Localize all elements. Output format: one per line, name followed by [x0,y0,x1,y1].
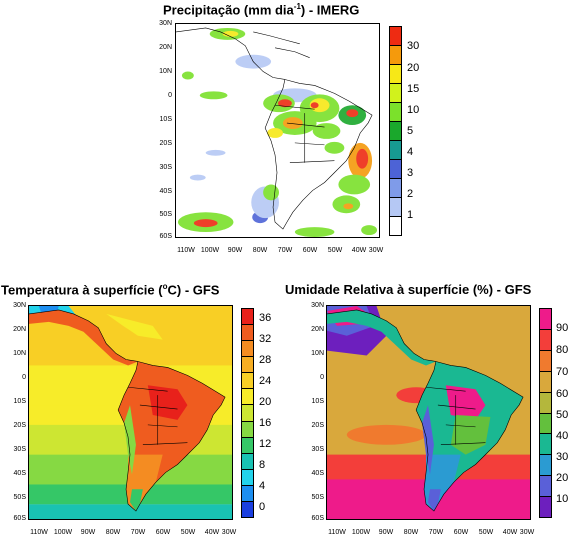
precip-colorbar-swatch [390,160,401,179]
precip-map [175,23,380,238]
precip-field [176,27,378,237]
precip-colorbar-swatch [390,179,401,198]
temp-colorbar-swatch [242,405,253,422]
temp-colorbar [241,308,254,518]
rh-colorbar-swatch [540,392,551,414]
rh-colorbar-swatch [540,350,551,372]
rh-colorbar-swatch [540,329,551,351]
precip-colorbar-swatch [390,84,401,103]
precip-colorbar-swatch [390,141,401,160]
temp-title: Temperatura à superfície (oC) - GFS [1,282,220,298]
rh-field [327,306,530,519]
rh-colorbar-swatch [540,434,551,456]
rh-colorbar-swatch [540,413,551,435]
rh-colorbar [539,308,552,518]
temp-colorbar-swatch [242,421,253,438]
precip-colorbar-swatch [390,122,401,141]
precip-colorbar-swatch [390,103,401,122]
precip-colorbar [389,26,402,236]
temp-colorbar-swatch [242,437,253,454]
rh-colorbar-swatch [540,309,551,330]
temp-colorbar-swatch [242,453,253,470]
temp-colorbar-swatch [242,357,253,374]
precip-coastlines [176,27,373,230]
precip-colorbar-swatch [390,217,401,235]
temp-colorbar-swatch [242,373,253,390]
temp-field [29,306,232,519]
temp-colorbar-swatch [242,485,253,502]
temp-colorbar-swatch [242,325,253,342]
temp-map [28,305,233,520]
precip-colorbar-swatch [390,46,401,65]
rh-colorbar-swatch [540,371,551,393]
rh-colorbar-swatch [540,455,551,477]
temp-colorbar-swatch [242,341,253,358]
rh-title: Umidade Relativa à superfície (%) - GFS [285,282,532,297]
precip-colorbar-swatch [390,65,401,84]
rh-map [326,305,531,520]
temp-colorbar-swatch [242,469,253,486]
rh-colorbar-swatch [540,476,551,498]
precip-colorbar-swatch [390,27,401,46]
temp-colorbar-swatch [242,389,253,406]
rh-colorbar-swatch [540,497,551,518]
temp-colorbar-swatch [242,501,253,518]
precip-title: Precipitação (mm dia-1) - IMERG [163,2,360,18]
precip-colorbar-swatch [390,198,401,217]
temp-colorbar-swatch [242,309,253,326]
